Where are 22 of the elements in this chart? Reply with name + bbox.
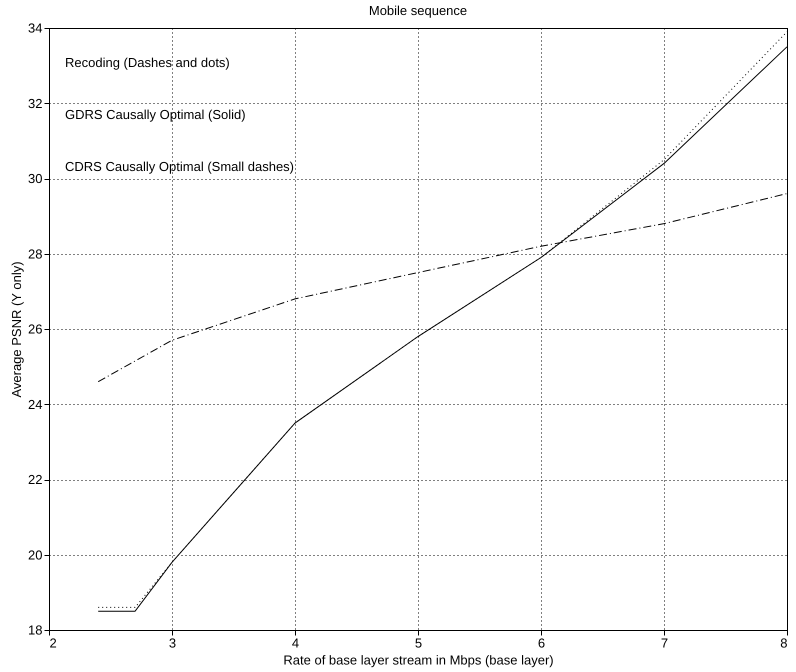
annotation: Recoding (Dashes and dots) — [65, 55, 230, 70]
y-tick-label: 18 — [28, 622, 42, 638]
y-tick-label: 20 — [28, 547, 42, 562]
y-tick-label: 34 — [28, 20, 42, 36]
y-tick-label: 24 — [28, 396, 42, 412]
y-tick-label: 28 — [28, 246, 42, 262]
x-tick-label: 4 — [292, 636, 300, 650]
y-tick-label: 22 — [28, 472, 42, 487]
y-tick-label: 26 — [28, 322, 42, 336]
x-tick-label: 5 — [414, 636, 422, 650]
x-tick-label: 6 — [538, 636, 546, 650]
y-tick-label: 32 — [28, 96, 42, 111]
annotation: GDRS Causally Optimal (Solid) — [65, 107, 246, 122]
y-axis-title: Average PSNR (Y only) — [9, 261, 24, 398]
x-tick-label: 7 — [660, 636, 668, 650]
x-tick-label: 8 — [780, 636, 788, 650]
x-tick-label: 3 — [168, 636, 176, 650]
annotation: CDRS Causally Optimal (Small dashes) — [65, 159, 294, 174]
x-axis-title: Rate of base layer stream in Mbps (base layer) — [283, 652, 554, 668]
y-tick-label: 30 — [28, 171, 42, 186]
chart-title: Mobile sequence — [368, 3, 468, 18]
x-tick-label: 2 — [50, 636, 57, 650]
